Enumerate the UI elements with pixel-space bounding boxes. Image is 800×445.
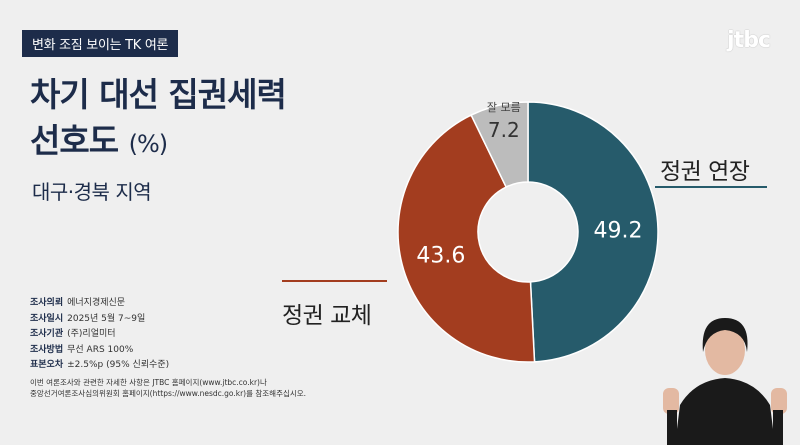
- topic-tag: 변화 조짐 보이는 TK 여론: [22, 30, 179, 57]
- title-unit: (%): [128, 130, 169, 158]
- survey-note-line2: 중앙선거여론조사심의위원회 홈페이지(https://www.nesdc.go.…: [30, 389, 307, 398]
- title-line1: 차기 대선 집권세력: [30, 75, 287, 114]
- survey-value: ±2.5%p (95% 신뢰수준): [67, 360, 170, 370]
- category-underline-swap: [282, 280, 387, 282]
- survey-row: 조사의뢰 에너지경제신문: [30, 296, 169, 312]
- title-line2-text: 선호도: [30, 121, 119, 160]
- category-label-keep: 정권 연장: [660, 159, 750, 185]
- survey-row: 조사기관 (주)리얼미터: [30, 327, 169, 343]
- slice-value-label-keep: 49.2: [593, 219, 642, 244]
- survey-row: 조사일시 2025년 5월 7~9일: [30, 312, 169, 328]
- survey-key: 표본오차: [30, 360, 64, 370]
- survey-value: 에너지경제신문: [67, 298, 126, 308]
- survey-value: 2025년 5월 7~9일: [67, 313, 146, 324]
- survey-note-line1: 이번 여론조사와 관련한 자세한 사항은 JTBC 홈페이지(www.jtbc.…: [30, 378, 267, 387]
- sign-language-interpreter: [663, 318, 787, 445]
- title-line2: 선호도 (%): [30, 118, 286, 167]
- slice-value-label-swap: 43.6: [416, 243, 465, 268]
- category-underline-keep: [655, 186, 767, 188]
- survey-row: 표본오차 ±2.5%p (95% 신뢰수준): [30, 358, 169, 374]
- donut-slice-keep: [527, 101, 659, 363]
- survey-key: 조사방법: [30, 344, 64, 355]
- survey-note: 이번 여론조사와 관련한 자세한 사항은 JTBC 홈페이지(www.jtbc.…: [30, 377, 306, 399]
- survey-value: 무선 ARS 100%: [67, 344, 134, 355]
- survey-info: 조사의뢰 에너지경제신문 조사일시 2025년 5월 7~9일 조사기관 (주)리얼미…: [30, 296, 169, 374]
- survey-key: 조사의뢰: [30, 298, 64, 308]
- chart-title: 차기 대선 집권세력 선호도 (%): [30, 72, 287, 167]
- survey-row: 조사방법 무선 ARS 100%: [30, 343, 169, 359]
- jtbc-logo: jtbc: [727, 28, 771, 53]
- category-label-swap: 정권 교체: [282, 303, 372, 329]
- donut-slice-unknown: [470, 101, 529, 189]
- survey-key: 조사기관: [30, 329, 64, 339]
- survey-key: 조사일시: [30, 313, 64, 324]
- slice-value-label-unknown: 7.2: [488, 118, 520, 142]
- slice-category-label-unknown: 잘 모름: [487, 101, 521, 114]
- survey-value: (주)리얼미터: [67, 329, 116, 339]
- region-subtitle: 대구·경북 지역: [32, 180, 152, 204]
